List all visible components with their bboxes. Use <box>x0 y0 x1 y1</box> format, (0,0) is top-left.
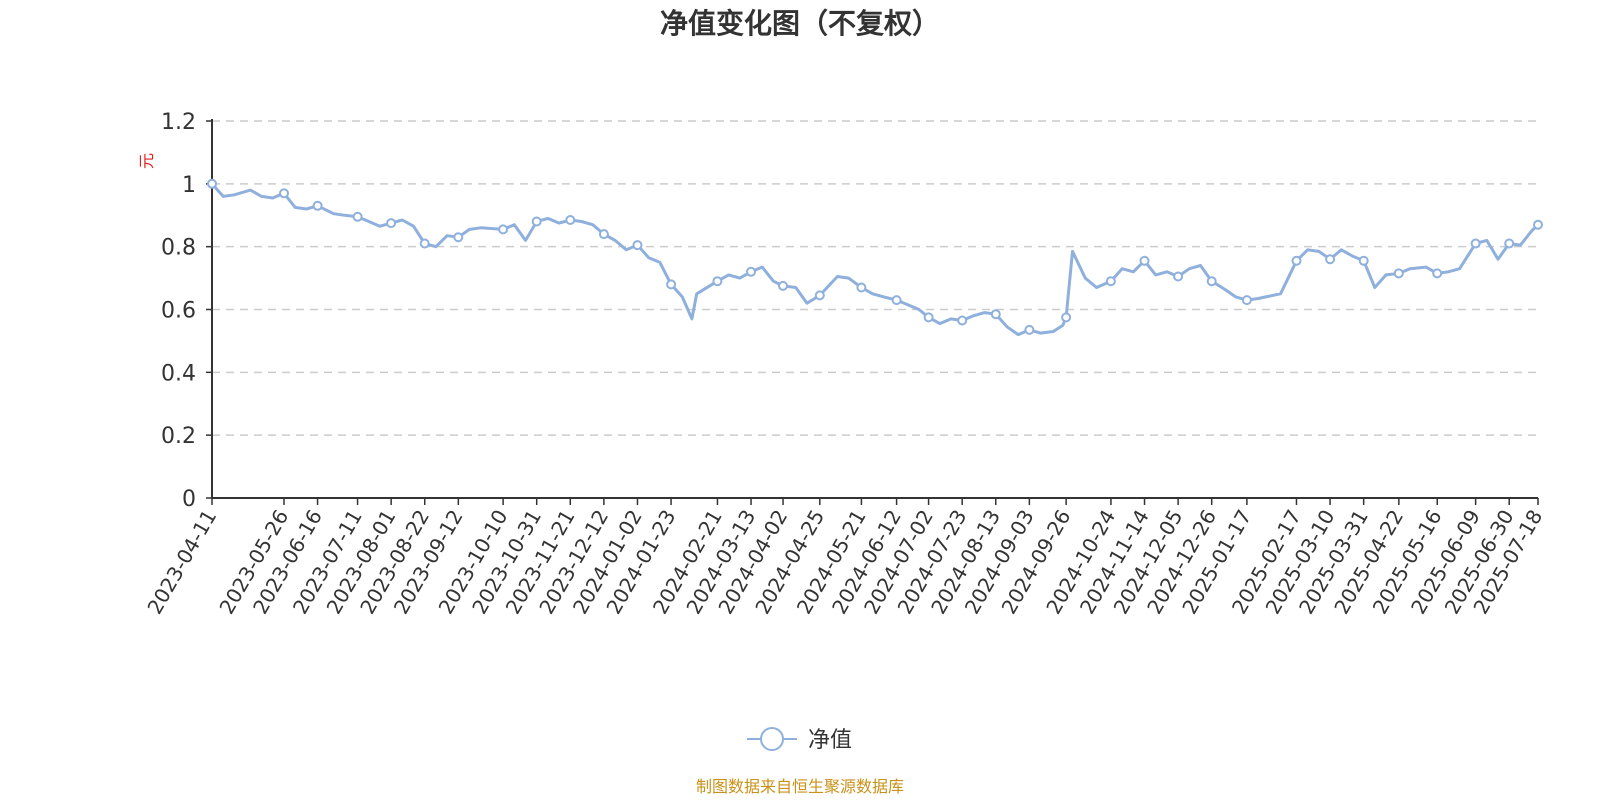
legend-marker-swatch <box>760 727 784 751</box>
data-point-marker[interactable] <box>498 224 509 235</box>
data-point-marker[interactable] <box>1139 255 1150 266</box>
y-tick-label: 0.8 <box>161 236 196 261</box>
data-point-marker[interactable] <box>386 218 397 229</box>
data-point-marker[interactable] <box>453 232 464 243</box>
data-point-marker[interactable] <box>1206 276 1217 287</box>
data-point-marker[interactable] <box>891 295 902 306</box>
x-tick-label: 2023-04-11 <box>142 506 221 619</box>
data-point-marker[interactable] <box>632 240 643 251</box>
data-point-marker[interactable] <box>712 276 723 287</box>
data-point-marker[interactable] <box>565 215 576 225</box>
axes: 00.20.40.60.811.22023-04-112023-05-26202… <box>142 110 1547 618</box>
y-tick-label: 1 <box>182 173 196 198</box>
data-point-marker[interactable] <box>1291 255 1302 266</box>
data-point-marker[interactable] <box>778 280 788 291</box>
data-point-marker[interactable] <box>1432 268 1443 279</box>
data-point-marker[interactable] <box>352 211 363 222</box>
data-point-marker[interactable] <box>1105 276 1116 287</box>
y-tick-label: 0.2 <box>161 424 196 449</box>
data-point-marker[interactable] <box>957 315 968 326</box>
data-point-marker[interactable] <box>1241 295 1252 306</box>
source-note: 制图数据来自恒生聚源数据库 <box>696 777 904 796</box>
chart-title: 净值变化图（不复权） <box>660 7 940 40</box>
data-point-marker[interactable] <box>1061 312 1072 323</box>
y-tick-label: 1.2 <box>161 110 196 135</box>
y-axis-label: 元 <box>137 153 156 169</box>
data-point-marker[interactable] <box>923 312 934 323</box>
data-point-marker[interactable] <box>1533 219 1543 230</box>
data-point-marker[interactable] <box>1173 271 1184 282</box>
data-point-marker[interactable] <box>1504 238 1515 249</box>
data-point-marker[interactable] <box>1393 268 1404 279</box>
y-tick-label: 0.4 <box>161 361 196 386</box>
data-point-marker[interactable] <box>598 229 609 240</box>
data-point-marker[interactable] <box>666 279 677 290</box>
legend[interactable]: 净值 <box>747 727 852 753</box>
data-point-marker[interactable] <box>1024 324 1035 335</box>
data-point-marker[interactable] <box>856 282 867 293</box>
data-point-marker[interactable] <box>419 238 430 249</box>
gridlines <box>212 120 1538 436</box>
series-layer <box>207 178 1543 337</box>
data-point-marker[interactable] <box>990 309 1001 320</box>
data-point-marker[interactable] <box>531 216 542 227</box>
y-tick-label: 0.6 <box>161 299 196 324</box>
data-point-marker[interactable] <box>746 266 756 277</box>
data-point-marker[interactable] <box>1325 254 1336 265</box>
data-point-marker[interactable] <box>814 290 825 301</box>
y-tick-label: 0 <box>182 487 196 512</box>
data-point-marker[interactable] <box>279 188 289 199</box>
data-point-marker[interactable] <box>1358 255 1369 266</box>
data-point-marker[interactable] <box>312 200 323 211</box>
legend-label: 净值 <box>808 728 852 753</box>
data-point-marker[interactable] <box>207 178 217 189</box>
data-point-marker[interactable] <box>1470 238 1481 249</box>
series-line <box>210 182 1540 337</box>
